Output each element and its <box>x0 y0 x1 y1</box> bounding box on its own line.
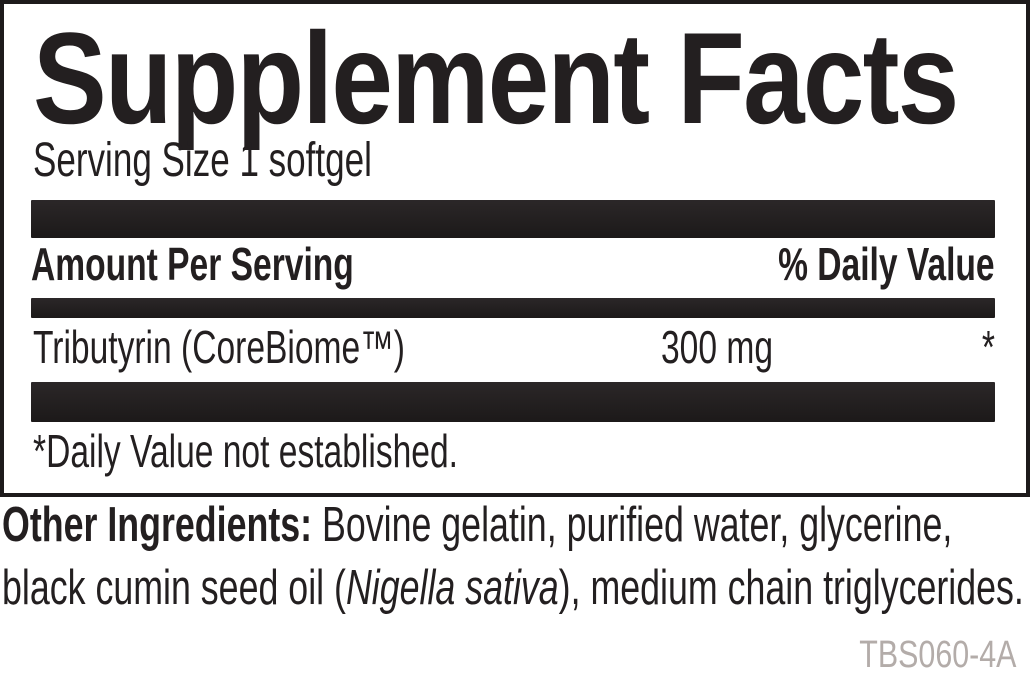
daily-value-footnote: *Daily Value not established. <box>33 428 615 474</box>
other-ingredients-label: Other Ingredients: <box>2 498 313 552</box>
divider-bar-thin <box>31 298 995 318</box>
percent-daily-value-header: % Daily Value <box>778 238 995 290</box>
serving-size-text: Serving Size 1 softgel <box>33 134 372 187</box>
product-code: TBS060-4A <box>858 634 1016 676</box>
ingredient-name: Tributyrin (CoreBiome™) <box>33 321 405 373</box>
other-ingredients-line-1: Other Ingredients: Bovine gelatin, purif… <box>2 494 1030 557</box>
other-ingredients-line2-after-italic: ), medium chain triglycerides. <box>558 561 1024 615</box>
serving-size-line: Serving Size 1 softgel <box>33 137 497 185</box>
ingredient-row: Tributyrin (CoreBiome™) 300 mg * <box>31 324 995 382</box>
other-ingredients-line1-text: Bovine gelatin, purified water, glycerin… <box>312 498 953 552</box>
other-ingredients-line-2: black cumin seed oil (Nigella sativa), m… <box>2 557 1030 620</box>
other-ingredients-line2-before-italic: black cumin seed oil ( <box>2 561 346 615</box>
botanical-name-italic: Nigella sativa <box>345 561 559 615</box>
panel-title-text: Supplement Facts <box>33 5 959 151</box>
supplement-facts-panel: Supplement Facts Serving Size 1 softgel … <box>0 0 1030 497</box>
daily-value-footnote-text: *Daily Value not established. <box>33 425 458 477</box>
product-code-row: TBS060-4A <box>0 636 1016 674</box>
ingredient-daily-value-asterisk: * <box>981 321 995 373</box>
divider-bar-thick-bottom <box>31 382 995 422</box>
amount-per-serving-header: Amount Per Serving <box>31 238 354 290</box>
divider-bar-thick-top <box>31 200 995 238</box>
panel-title: Supplement Facts <box>33 13 1030 143</box>
column-header-row: Amount Per Serving % Daily Value <box>31 241 995 287</box>
other-ingredients: Other Ingredients: Bovine gelatin, purif… <box>2 494 1030 620</box>
ingredient-amount: 300 mg <box>661 321 774 373</box>
